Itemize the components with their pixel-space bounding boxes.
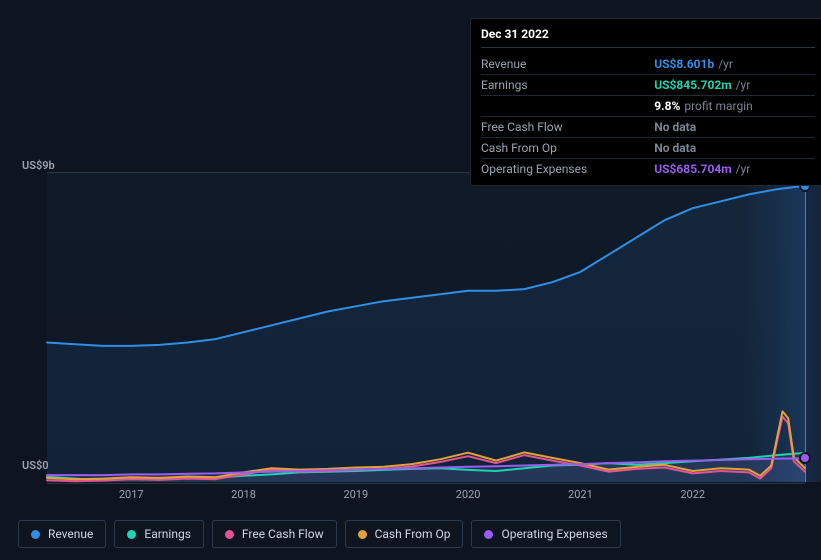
cursor-line [805, 172, 806, 482]
legend-item[interactable]: Revenue [18, 520, 106, 548]
x-axis-label: 2021 [568, 488, 593, 501]
tooltip-row-label: Earnings [481, 75, 654, 96]
tooltip-row: RevenueUS$8.601b/yr [481, 54, 815, 75]
legend: Revenue Earnings Free Cash Flow Cash From O… [18, 520, 621, 548]
legend-swatch [484, 530, 493, 539]
y-axis-label-max: US$9b [22, 159, 55, 172]
tooltip-title: Dec 31 2022 [481, 27, 815, 48]
tooltip-row: Free Cash FlowNo data [481, 117, 815, 138]
tooltip-row: 9.8%profit margin [481, 96, 815, 117]
tooltip-row-value: US$685.704m/yr [654, 159, 815, 180]
tooltip-row-value: US$845.702m/yr [654, 75, 815, 96]
legend-swatch [31, 530, 40, 539]
legend-label: Free Cash Flow [242, 527, 324, 541]
tooltip: Dec 31 2022 RevenueUS$8.601b/yrEarningsU… [470, 18, 821, 186]
tooltip-table: RevenueUS$8.601b/yrEarningsUS$845.702m/y… [481, 54, 815, 179]
tooltip-row-label [481, 96, 654, 117]
chart-stage: US$9b US$0 2017 2018 2019 2020 2021 2022 Dec … [0, 0, 821, 560]
tooltip-row: Cash From OpNo data [481, 138, 815, 159]
x-axis-label: 2017 [119, 488, 144, 501]
tooltip-row-label: Revenue [481, 54, 654, 75]
series-area-revenue [47, 186, 805, 482]
tooltip-row-label: Cash From Op [481, 138, 654, 159]
y-axis-label-min: US$0 [22, 459, 49, 472]
x-axis-label: 2022 [680, 488, 705, 501]
legend-swatch [225, 530, 234, 539]
tooltip-row-value: No data [654, 117, 815, 138]
legend-label: Cash From Op [375, 527, 451, 541]
tooltip-row-value: US$8.601b/yr [654, 54, 815, 75]
x-axis-label: 2019 [343, 488, 368, 501]
tooltip-row-value: 9.8%profit margin [654, 96, 815, 117]
tooltip-row: Operating ExpensesUS$685.704m/yr [481, 159, 815, 180]
tooltip-row-label: Operating Expenses [481, 159, 654, 180]
end-dot-opex [799, 452, 811, 464]
legend-swatch [127, 530, 136, 539]
x-axis-label: 2020 [456, 488, 481, 501]
legend-item[interactable]: Operating Expenses [471, 520, 620, 548]
tooltip-row-value: No data [654, 138, 815, 159]
tooltip-row: EarningsUS$845.702m/yr [481, 75, 815, 96]
legend-swatch [358, 530, 367, 539]
legend-item[interactable]: Earnings [114, 520, 204, 548]
plot-svg [47, 172, 805, 482]
legend-label: Operating Expenses [501, 527, 607, 541]
legend-label: Earnings [144, 527, 191, 541]
legend-item[interactable]: Cash From Op [345, 520, 464, 548]
legend-label: Revenue [48, 527, 93, 541]
tooltip-row-label: Free Cash Flow [481, 117, 654, 138]
legend-item[interactable]: Free Cash Flow [212, 520, 337, 548]
x-axis-label: 2018 [231, 488, 256, 501]
